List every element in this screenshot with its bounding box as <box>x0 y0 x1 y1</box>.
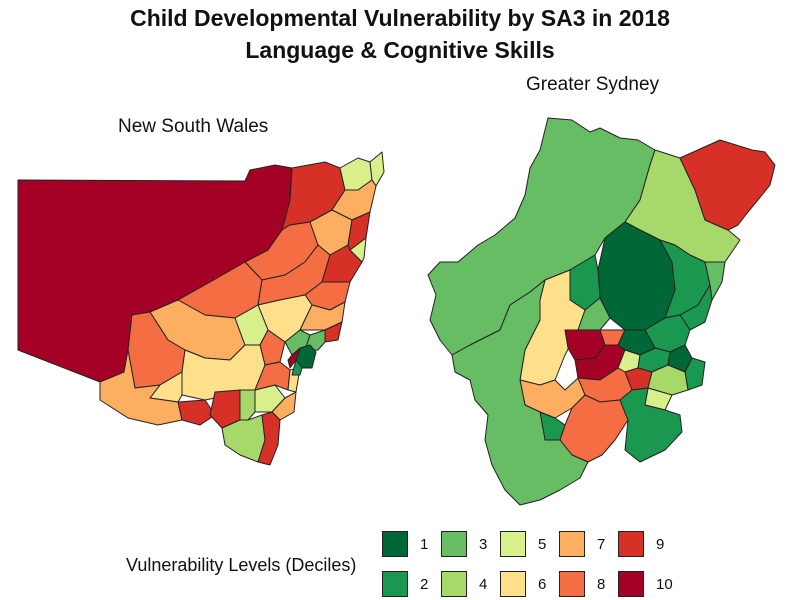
nsw-panel-label: New South Wales <box>118 116 269 137</box>
syd-region-central-coast[interactable] <box>679 139 776 231</box>
legend-item-5: 5 <box>500 531 546 557</box>
legend-item-8: 8 <box>559 571 605 597</box>
syd-region-pittwater[interactable] <box>704 261 726 301</box>
legend-label: 8 <box>597 575 606 593</box>
legend-swatch <box>441 571 467 597</box>
legend-item-2: 2 <box>382 571 428 597</box>
sydney-map <box>427 117 776 506</box>
legend-swatch <box>500 531 526 557</box>
nsw-map <box>17 151 385 466</box>
legend-label: 7 <box>597 535 606 553</box>
legend-swatch <box>559 531 585 557</box>
legend-label: 9 <box>656 535 665 553</box>
syd-region-sutherland[interactable] <box>619 387 683 463</box>
legend-swatch <box>618 531 644 557</box>
legend-label: 6 <box>538 575 547 593</box>
legend-label: 4 <box>479 575 488 593</box>
legend-item-7: 7 <box>559 531 605 557</box>
nsw-region-murray[interactable] <box>99 349 183 426</box>
nsw-region-sydney-south[interactable] <box>291 359 303 376</box>
syd-region-liverpool[interactable] <box>559 394 629 463</box>
legend-label: 3 <box>479 535 488 553</box>
legend-item-9: 9 <box>618 531 664 557</box>
syd-region-wollondilly[interactable] <box>451 279 589 506</box>
legend-swatch <box>559 571 585 597</box>
legend-item-3: 3 <box>441 531 487 557</box>
legend-swatch <box>382 571 408 597</box>
legend-label: 2 <box>420 575 429 593</box>
legend-item-10: 10 <box>618 571 673 597</box>
nsw-region-shoalhaven[interactable] <box>271 391 297 421</box>
nsw-region-wagga[interactable] <box>177 399 216 426</box>
legend-label: 10 <box>656 575 673 593</box>
legend-swatch <box>441 531 467 557</box>
nsw-region-richmond[interactable] <box>369 151 385 187</box>
legend-swatch <box>618 571 644 597</box>
chart-title: Child Developmental Vulnerability by SA3… <box>130 5 670 31</box>
legend-item-4: 4 <box>441 571 487 597</box>
nsw-region-queanbeyan[interactable] <box>239 389 256 421</box>
nsw-region-kempsey[interactable] <box>349 237 367 263</box>
chart-subtitle: Language & Cognitive Skills <box>245 37 555 63</box>
sydney-panel-label: Greater Sydney <box>526 74 660 95</box>
nsw-region-sydney-west[interactable] <box>287 347 301 369</box>
legend-swatch <box>382 531 408 557</box>
legend-title: Vulnerability Levels (Deciles) <box>126 555 357 575</box>
legend-swatch <box>500 571 526 597</box>
legend-label: 5 <box>538 535 547 553</box>
legend-item-1: 1 <box>382 531 428 557</box>
nsw-region-south-coast[interactable] <box>257 411 281 466</box>
legend-item-6: 6 <box>500 571 546 597</box>
legend-label: 1 <box>420 535 429 553</box>
